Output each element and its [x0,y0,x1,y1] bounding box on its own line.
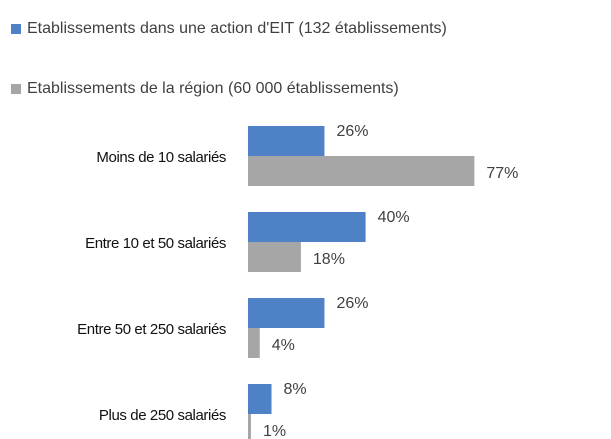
category-label: Entre 50 et 250 salariés [77,321,226,338]
value-label: 40% [378,209,410,226]
category-label: Plus de 250 salariés [99,407,226,424]
legend-label: Etablissements de la région (60 000 étab… [27,80,399,97]
legend-label: Etablissements dans une action d'EIT (13… [27,20,447,37]
category-label: Entre 10 et 50 salariés [85,235,226,252]
value-label: 26% [336,295,368,312]
legend-swatch [11,24,21,34]
value-label: 1% [263,423,286,439]
value-label: 8% [284,381,307,398]
bar [248,212,366,242]
value-label: 18% [313,251,345,268]
bar [248,298,325,328]
bar [248,328,260,358]
value-label: 4% [272,337,295,354]
value-label: 77% [486,165,518,182]
bar [248,126,325,156]
value-label: 26% [336,123,368,140]
legend-swatch [11,84,21,94]
bar [248,242,301,272]
category-label: Moins de 10 salariés [96,149,226,166]
bar [248,156,475,186]
bar [248,414,251,439]
bar [248,384,272,414]
